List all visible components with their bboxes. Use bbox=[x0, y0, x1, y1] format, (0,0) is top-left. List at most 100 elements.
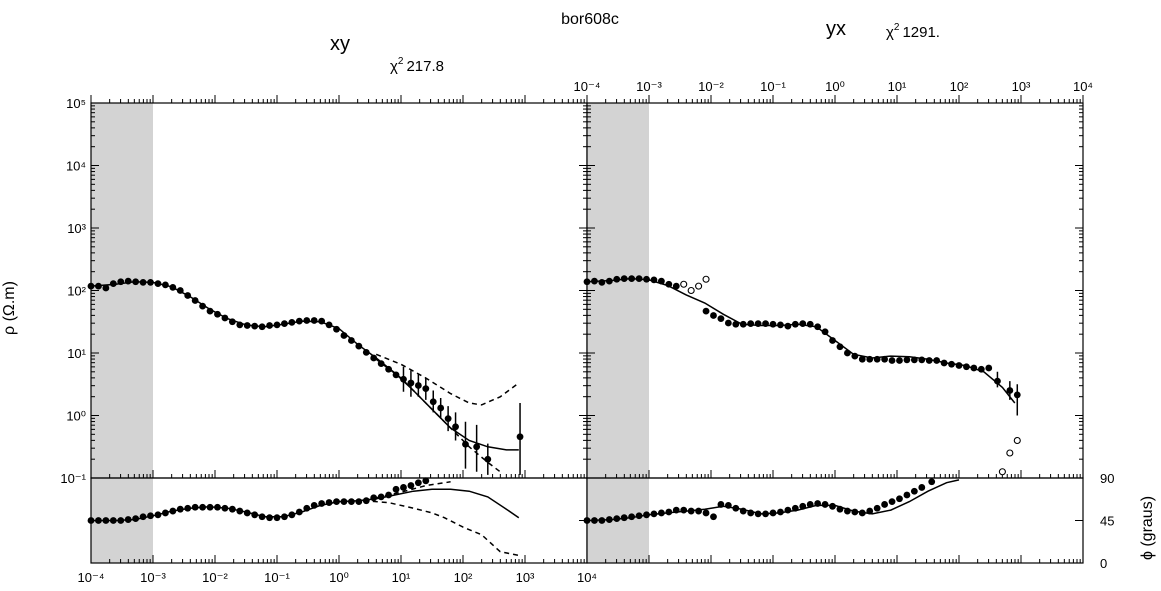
yx-chi2-symbol: χ bbox=[886, 24, 894, 41]
yx-phase-point bbox=[829, 502, 836, 510]
xy-x-tick-label: 10⁻¹ bbox=[264, 570, 290, 585]
yx-rho-point bbox=[806, 320, 814, 328]
yx-rho-point bbox=[873, 355, 881, 363]
yx-rho-point bbox=[994, 377, 1001, 385]
yx-rho-point bbox=[844, 349, 851, 357]
yx-phase-point bbox=[851, 508, 859, 516]
yx-phase-point bbox=[635, 512, 643, 520]
yx-rho-point bbox=[888, 357, 896, 364]
site-label: bor608c bbox=[561, 11, 619, 28]
yx-rho-point bbox=[940, 359, 948, 367]
phase-axis-label: ϕ (graus) bbox=[1139, 496, 1156, 560]
yx-rho-point bbox=[717, 315, 725, 323]
rho-y-tick-label: 10⁵ bbox=[66, 96, 86, 111]
phase-y-tick-label: 45 bbox=[1100, 514, 1114, 529]
yx-phase-point bbox=[769, 509, 777, 517]
yx-rho-point bbox=[650, 276, 658, 284]
yx-rho-point bbox=[791, 320, 799, 328]
yx-phase-point bbox=[814, 500, 822, 507]
yx-rho-point bbox=[970, 364, 978, 372]
yx-phase-point bbox=[806, 501, 814, 508]
xy-phase-point bbox=[139, 513, 147, 521]
xy-rho-point bbox=[214, 310, 221, 318]
yx-phase-point bbox=[583, 517, 591, 524]
yx-phase-point bbox=[672, 506, 680, 514]
yx-phase-point bbox=[695, 507, 702, 515]
rho-y-tick-label: 10² bbox=[67, 284, 86, 299]
yx-rho-point bbox=[881, 355, 888, 363]
yx-phase-point bbox=[591, 517, 598, 524]
xy-rho-point bbox=[400, 375, 407, 383]
xy-rho-point bbox=[348, 337, 355, 344]
xy-phase-point bbox=[362, 497, 370, 505]
yx-rho-frame bbox=[586, 102, 1084, 479]
yx-rho-point bbox=[977, 365, 985, 373]
xy-rho-point bbox=[95, 282, 102, 290]
yx-rho-point bbox=[948, 360, 955, 368]
yx-rho-point bbox=[821, 328, 829, 336]
yx-phase-point bbox=[613, 515, 621, 523]
yx-phase-point bbox=[658, 509, 665, 517]
yx-x-tick-label: 10⁻⁴ bbox=[574, 79, 601, 94]
xy-rho-point bbox=[414, 382, 422, 389]
yx-rho-point bbox=[583, 278, 591, 286]
xy-x-tick-label: 10¹ bbox=[392, 570, 411, 585]
xy-rho-point bbox=[407, 379, 415, 387]
xy-phase-point bbox=[87, 517, 95, 524]
yx-rho-open-point bbox=[1006, 449, 1014, 457]
yx-rho-point bbox=[784, 322, 792, 330]
yx-phase-frame bbox=[586, 477, 1084, 564]
yx-rho-point bbox=[769, 320, 777, 328]
xy-phase-point bbox=[221, 504, 229, 512]
yx-rho-point bbox=[910, 356, 918, 364]
xy-x-tick-label: 10⁻² bbox=[202, 570, 228, 585]
yx-rho-point bbox=[799, 320, 807, 328]
yx-phase-point bbox=[784, 506, 792, 514]
yx-phase-point bbox=[724, 501, 732, 509]
xy-rho-point bbox=[199, 302, 207, 310]
xy-phase-point bbox=[109, 517, 117, 524]
xy-phase-point bbox=[169, 507, 177, 515]
xy-rho-point bbox=[452, 423, 459, 431]
yx-rho-point bbox=[724, 319, 732, 327]
xy-phase-point bbox=[147, 512, 154, 520]
xy-rho-point bbox=[139, 278, 147, 286]
yx-chi2-value: 1291. bbox=[902, 24, 940, 41]
xy-rho-frame bbox=[90, 102, 588, 479]
xy-rho-point bbox=[484, 455, 492, 463]
yx-phase-point bbox=[799, 502, 807, 510]
xy-rho-point bbox=[147, 278, 154, 286]
yx-rho-point bbox=[598, 278, 606, 286]
yx-phase-point bbox=[754, 510, 762, 518]
xy-rho-point bbox=[516, 433, 524, 441]
xy-phase-point bbox=[162, 509, 169, 517]
yx-rho-point bbox=[643, 275, 650, 283]
xy-rho-dashed-upper bbox=[375, 353, 520, 406]
yx-phase-point bbox=[858, 509, 866, 517]
yx-phase-point bbox=[844, 507, 851, 515]
xy-phase-point bbox=[318, 500, 326, 507]
yx-chi2: χ2 1291. bbox=[886, 22, 940, 41]
xy-rho-point bbox=[243, 322, 251, 329]
yx-rho-open-point bbox=[695, 282, 703, 290]
yx-rho-point bbox=[777, 321, 784, 329]
xy-phase-point bbox=[355, 498, 363, 506]
yx-phase-point bbox=[762, 510, 769, 518]
yx-x-tick-label: 10¹ bbox=[888, 79, 907, 94]
xy-rho-point bbox=[228, 318, 236, 326]
xy-rho-point bbox=[251, 322, 259, 330]
yx-phase-point bbox=[791, 504, 799, 512]
yx-x-tick-label: 10⁻³ bbox=[636, 79, 662, 94]
yx-x-tick-label: 10² bbox=[950, 79, 969, 94]
yx-rho-point bbox=[955, 362, 963, 369]
xy-rho-point bbox=[355, 342, 363, 350]
rho-y-tick-label: 10⁴ bbox=[66, 159, 86, 174]
yx-phase-point bbox=[928, 478, 936, 486]
xy-phase-point bbox=[243, 509, 251, 517]
xy-phase-point bbox=[340, 498, 348, 506]
xy-rho-point bbox=[162, 281, 169, 289]
xy-chi2: χ2 217.8 bbox=[390, 56, 444, 75]
yx-rho-open-point bbox=[680, 280, 688, 288]
yx-rho-point bbox=[628, 275, 636, 283]
